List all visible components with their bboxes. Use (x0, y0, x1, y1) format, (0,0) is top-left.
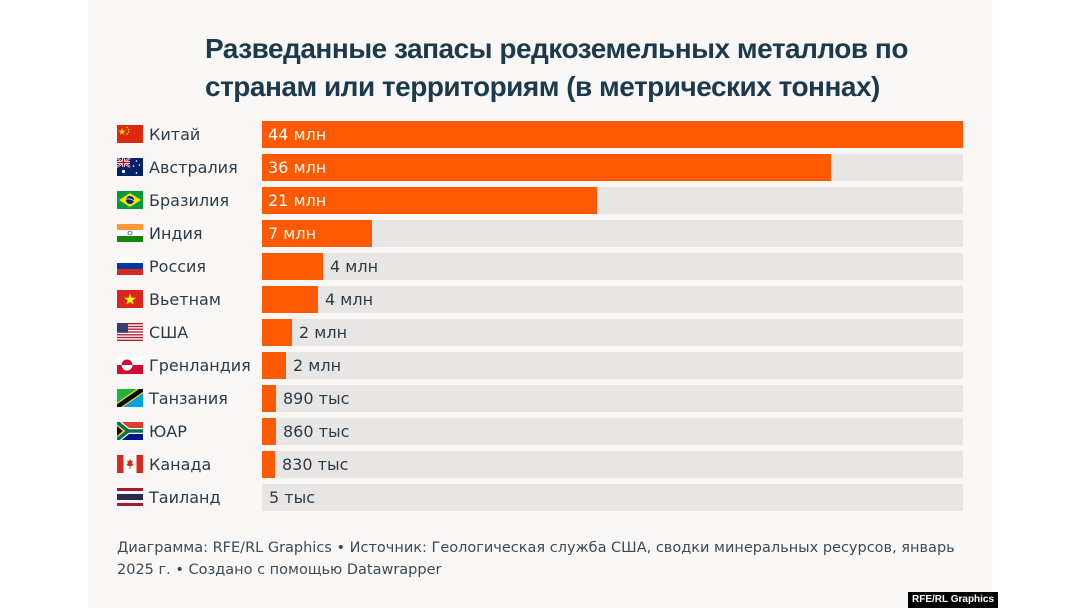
data-label: 7 млн (268, 224, 317, 243)
bar-track: 2 млн (262, 352, 963, 379)
data-label: 2 млн (299, 323, 348, 342)
bar-row: ЮАР 860 тыс (117, 418, 963, 445)
category-label: Таиланд (149, 488, 221, 507)
data-label: 2 млн (293, 356, 342, 375)
bar-row: Индия 7 млн (117, 220, 963, 247)
bar-row: Россия 4 млн (117, 253, 963, 280)
bar (262, 220, 372, 247)
category-label: Танзания (149, 389, 228, 408)
brazil-flag-icon (117, 191, 143, 209)
bar-track: 4 млн (262, 286, 963, 313)
bar-track: 5 тыс (262, 484, 963, 511)
canada-flag-icon (117, 455, 143, 473)
bar-row: Бразилия 21 млн (117, 187, 963, 214)
category-label: Вьетнам (149, 290, 221, 309)
category-label: Китай (149, 125, 201, 144)
usa-flag-icon (117, 323, 143, 341)
bar-track: 890 тыс (262, 385, 963, 412)
category-label: Бразилия (149, 191, 230, 210)
category-label: ЮАР (149, 422, 187, 441)
bar-row: Танзания 890 тыс (117, 385, 963, 412)
bar (262, 154, 831, 181)
data-label: 44 млн (268, 125, 327, 144)
data-label: 4 млн (330, 257, 379, 276)
bar-track: 4 млн (262, 253, 963, 280)
category-label: Индия (149, 224, 203, 243)
australia-flag-icon (117, 158, 143, 176)
data-label: 5 тыс (269, 488, 316, 507)
thailand-flag-icon (117, 488, 143, 506)
bar (262, 352, 286, 379)
bar-track: 36 млн (262, 154, 963, 181)
data-label: 830 тыс (282, 455, 349, 474)
south-africa-flag-icon (117, 422, 143, 440)
bar-track: 830 тыс (262, 451, 963, 478)
bar-track: 7 млн (262, 220, 963, 247)
chart-footer: Диаграмма: RFE/RL Graphics • Источник: Г… (117, 540, 955, 578)
bar-row: Китай 44 млн (117, 121, 963, 148)
bar-row: Гренландия 2 млн (117, 352, 963, 379)
tanzania-flag-icon (117, 389, 143, 407)
bar (262, 319, 292, 346)
bar (262, 385, 276, 412)
bar-row: Канада 830 тыс (117, 451, 963, 478)
bar-row: США 2 млн (117, 319, 963, 346)
bar-track: 44 млн (262, 121, 963, 148)
bar (262, 187, 597, 214)
bar (262, 286, 318, 313)
category-label: Россия (149, 257, 207, 276)
bar-row: Австралия 36 млн (117, 154, 963, 181)
greenland-flag-icon (117, 356, 143, 374)
bar-row: Вьетнам 4 млн (117, 286, 963, 313)
data-label: 860 тыс (283, 422, 350, 441)
data-label: 36 млн (268, 158, 327, 177)
vietnam-flag-icon (117, 290, 143, 308)
bar-track: 2 млн (262, 319, 963, 346)
data-label: 21 млн (268, 191, 327, 210)
china-flag-icon (117, 125, 143, 143)
watermark-badge: RFE/RL Graphics (908, 592, 999, 608)
chart-title: Разведанные запасы редкоземельных металл… (205, 33, 908, 102)
bar (262, 253, 323, 280)
bar (262, 121, 963, 148)
category-label: США (149, 323, 189, 342)
bar-track: 21 млн (262, 187, 963, 214)
data-label: 4 млн (325, 290, 374, 309)
data-label: 890 тыс (283, 389, 350, 408)
bar (262, 418, 276, 445)
bar (262, 451, 275, 478)
bar-track: 860 тыс (262, 418, 963, 445)
india-flag-icon (117, 224, 143, 242)
bar-row: Таиланд 5 тыс (117, 484, 963, 511)
russia-flag-icon (117, 257, 143, 275)
chart-panel: Разведанные запасы редкоземельных металл… (88, 0, 992, 608)
category-label: Канада (149, 455, 212, 474)
category-label: Гренландия (149, 356, 251, 375)
category-label: Австралия (149, 158, 238, 177)
